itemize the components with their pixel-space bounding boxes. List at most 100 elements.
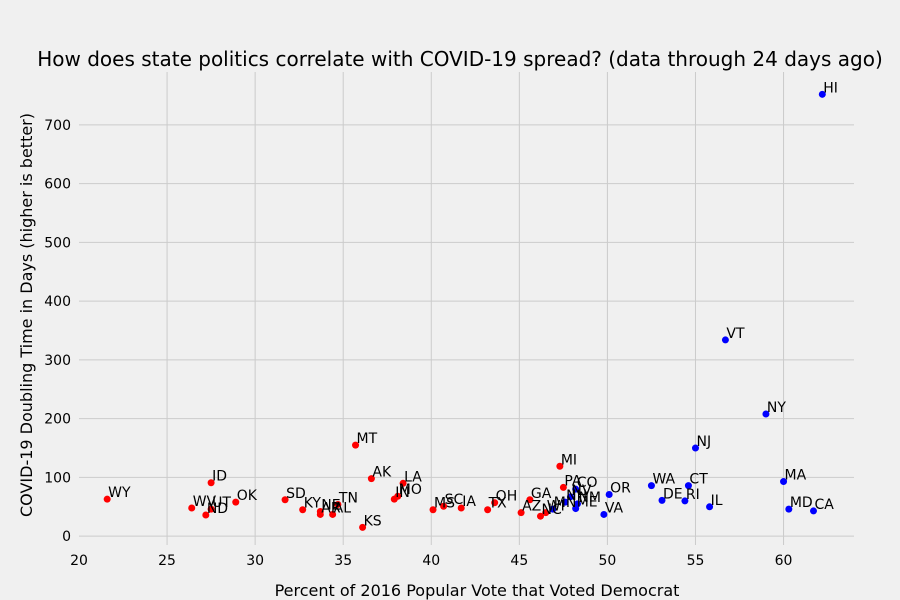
data-point-wa <box>647 482 655 490</box>
point-label-nm: NM <box>578 490 601 506</box>
y-tick-labels: 0 100 200 300 400 500 600 700 <box>44 118 71 545</box>
point-label-or: OR <box>610 480 631 496</box>
x-tick-label: 40 <box>422 553 440 569</box>
data-point-az <box>517 509 525 517</box>
point-label-md: MD <box>790 495 813 511</box>
point-label-az: AZ <box>522 499 541 515</box>
data-point-or <box>605 490 613 498</box>
data-point-ri <box>681 497 689 505</box>
point-label-vt: VT <box>726 326 745 342</box>
data-point-wi <box>542 509 550 517</box>
data-point-ma <box>780 478 788 486</box>
data-point-sd <box>281 496 289 504</box>
point-label-oh: OH <box>496 489 518 505</box>
point-label-ma: MA <box>785 468 807 484</box>
point-label-la: LA <box>404 469 422 485</box>
point-label-al: AL <box>334 500 352 516</box>
data-point-sc <box>440 502 448 510</box>
point-label-co: CO <box>577 475 598 491</box>
point-label-va: VA <box>605 500 624 516</box>
point-label-nv: NV <box>571 483 591 499</box>
point-label-de: DE <box>663 486 683 502</box>
data-point-ar <box>316 510 324 518</box>
point-label-id: ID <box>212 469 227 485</box>
data-point-mt <box>352 441 360 449</box>
point-label-wa: WA <box>652 472 675 488</box>
data-point-ks <box>359 523 367 531</box>
point-label-ny: NY <box>767 400 786 416</box>
y-tick-label: 100 <box>44 470 71 486</box>
x-tick-label: 60 <box>775 553 793 569</box>
x-tick-label: 45 <box>510 553 528 569</box>
data-point-mn <box>549 505 557 513</box>
data-point-tx <box>484 506 492 514</box>
data-point-ct <box>684 482 692 490</box>
data-point-de <box>658 496 666 504</box>
data-point-in <box>390 495 398 503</box>
data-point-co <box>572 485 580 493</box>
point-label-mn: MN <box>554 495 577 511</box>
point-label-ky: KY <box>304 496 322 512</box>
point-label-nd: ND <box>207 501 228 517</box>
y-tick-label: 700 <box>44 118 71 134</box>
data-point-pa <box>559 483 567 491</box>
x-tick-label: 30 <box>246 553 264 569</box>
point-label-wi: WI <box>547 499 565 515</box>
data-point-ga <box>526 496 534 504</box>
point-label-pa: PA <box>564 473 582 489</box>
point-label-in: IN <box>395 485 410 501</box>
point-label-ca: CA <box>814 497 834 513</box>
point-label-nj: NJ <box>696 434 711 450</box>
data-point-md <box>785 505 793 513</box>
point-label-ri: RI <box>686 487 700 503</box>
data-point-ms <box>429 506 437 514</box>
chart-title: How does state politics correlate with C… <box>37 47 883 71</box>
y-tick-label: 300 <box>44 353 71 369</box>
x-tick-label: 50 <box>598 553 616 569</box>
data-point-ca <box>809 507 817 515</box>
x-axis-label: Percent of 2016 Popular Vote that Voted … <box>275 581 680 600</box>
data-point-ut <box>207 505 215 513</box>
y-tick-label: 200 <box>44 412 71 428</box>
x-tick-label: 35 <box>334 553 352 569</box>
data-point-tn <box>334 500 342 508</box>
data-point-nv <box>566 493 574 501</box>
data-point-va <box>600 510 608 518</box>
point-label-nh: NH <box>566 488 587 504</box>
point-label-ms: MS <box>434 496 455 512</box>
y-gridlines <box>79 124 854 537</box>
data-point-ky <box>299 506 307 514</box>
point-label-mo: MO <box>399 482 422 498</box>
point-label-ne: NE <box>321 498 340 514</box>
data-point-ia <box>457 504 465 512</box>
point-label-ga: GA <box>531 486 552 502</box>
y-tick-label: 500 <box>44 235 71 251</box>
point-label-me: ME <box>577 495 598 511</box>
data-point-me <box>572 505 580 513</box>
x-tick-labels: 20 25 30 35 40 45 50 55 60 <box>70 553 792 569</box>
y-tick-label: 0 <box>62 529 71 545</box>
data-points <box>103 90 826 531</box>
point-label-ak: AK <box>372 465 392 481</box>
data-point-hi <box>818 90 826 98</box>
y-tick-label: 400 <box>44 294 71 310</box>
x-tick-label: 55 <box>687 553 705 569</box>
x-gridlines <box>166 72 785 545</box>
data-point-oh <box>491 499 499 507</box>
data-point-ak <box>367 475 375 483</box>
point-label-ar: AR <box>321 500 341 516</box>
data-point-id <box>207 479 215 487</box>
x-tick-label: 25 <box>158 553 176 569</box>
point-label-tn: TN <box>338 490 358 506</box>
data-point-al <box>329 510 337 518</box>
data-point-ok <box>232 498 240 506</box>
data-point-nd <box>202 511 210 519</box>
data-point-wv <box>188 504 196 512</box>
plot-area <box>79 72 854 545</box>
data-point-vt <box>721 336 729 344</box>
data-point-la <box>399 479 407 487</box>
point-label-mi: MI <box>561 452 577 468</box>
point-label-sd: SD <box>286 486 306 502</box>
